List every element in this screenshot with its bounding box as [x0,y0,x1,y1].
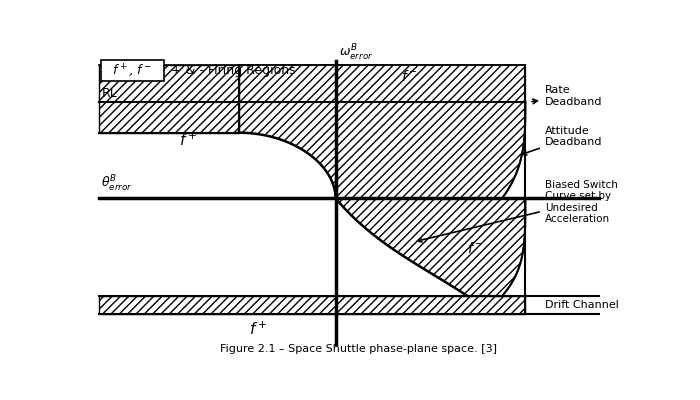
Text: $f^-$: $f^-$ [468,241,484,256]
Text: Figure 2.1 – Space Shuttle phase-plane space. [3]: Figure 2.1 – Space Shuttle phase-plane s… [220,344,497,354]
Text: $f^+$: $f^+$ [179,132,197,149]
Text: $f^+$: $f^+$ [248,320,267,338]
Text: Rate
Deadband: Rate Deadband [532,85,602,106]
Text: $\omega^B_{error}$: $\omega^B_{error}$ [339,43,373,63]
Text: Biased Switch
Curve set by
Undesired
Acceleration: Biased Switch Curve set by Undesired Acc… [417,180,617,242]
Text: Attitude
Deadband: Attitude Deadband [522,126,602,155]
Text: $\theta^B_{error}$: $\theta^B_{error}$ [102,174,133,194]
Text: + & - Firing Regions: + & - Firing Regions [172,64,296,77]
Text: RL: RL [102,87,117,100]
Text: $f^+$, $f^-$: $f^+$, $f^-$ [113,62,153,79]
Text: $f^-$: $f^-$ [401,69,419,84]
Text: Drift Channel: Drift Channel [545,300,619,310]
PathPatch shape [99,296,526,314]
FancyBboxPatch shape [101,60,164,81]
PathPatch shape [335,198,526,296]
PathPatch shape [239,65,526,198]
PathPatch shape [99,65,239,133]
